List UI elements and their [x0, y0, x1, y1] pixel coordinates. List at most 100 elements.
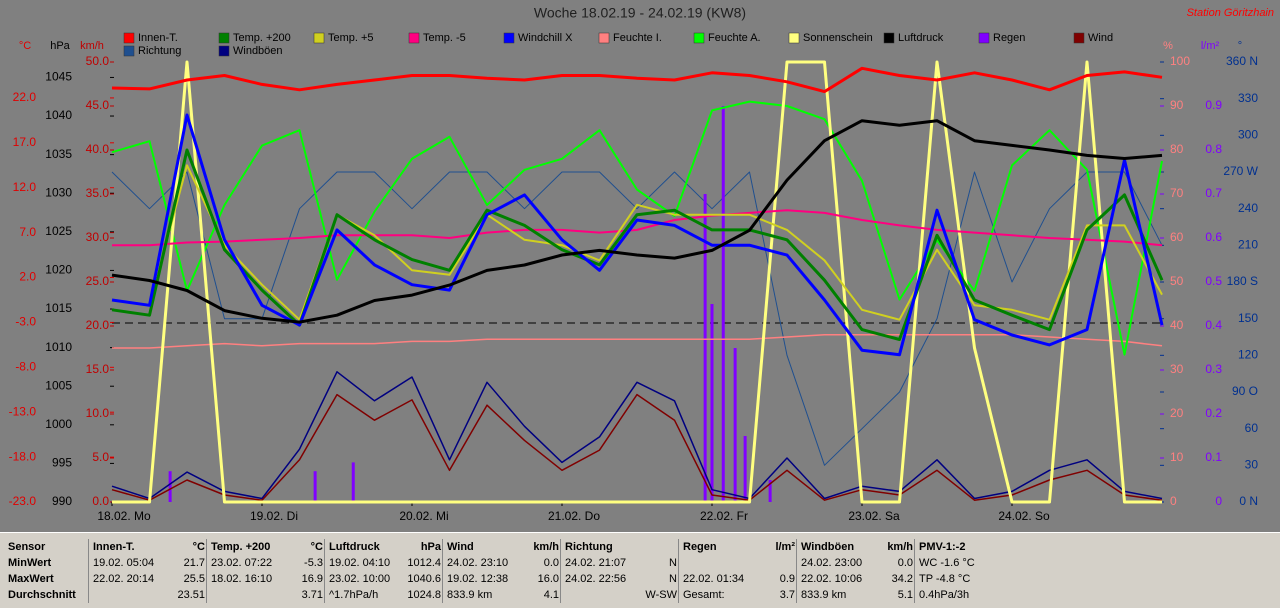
legend-swatch — [123, 32, 135, 44]
y-tick-label: 1000 — [45, 417, 72, 431]
y-tick-label: 120 — [1238, 348, 1258, 362]
stat-time: 22.02. 20:14 — [93, 573, 155, 585]
stats-column: Regen l/m² 22.02. 01:34 0.9 Gesamt: 3.7 — [678, 539, 795, 603]
stats-header: Richtung — [565, 539, 677, 555]
legend-label: Feuchte I. — [613, 32, 662, 44]
row-label: MaxWert — [8, 573, 54, 585]
axis-unit: km/h — [80, 40, 104, 52]
chart: Woche 18.02.19 - 24.02.19 (KW8) Station … — [0, 0, 1280, 532]
y-tick-label: 1020 — [45, 263, 72, 277]
y-tick-label: 240 — [1238, 201, 1258, 215]
y-tick-label: 1025 — [45, 224, 72, 238]
stats-row: TP -4.8 °C — [919, 571, 1031, 587]
legend-label: Sonnenschein — [803, 32, 873, 44]
chart-title: Woche 18.02.19 - 24.02.19 (KW8) — [534, 5, 746, 21]
stat-value: 3.71 — [301, 589, 323, 601]
y-tick-label: 22.0 — [13, 90, 37, 104]
sensor-column: Sensor MinWert MaxWert Durchschnitt — [8, 539, 86, 603]
y-tick-label: 1045 — [45, 70, 72, 84]
y-tick-label: -13.0 — [9, 404, 37, 418]
stat-value: 23.51 — [177, 589, 205, 601]
legend-label: Windchill X — [518, 32, 573, 44]
stats-row: Sensor — [8, 539, 86, 555]
column-name: Luftdruck — [329, 541, 380, 553]
stats-row: Durchschnitt — [8, 587, 86, 603]
stats-header: Windböen km/h — [801, 539, 913, 555]
stats-column: Innen-T. °C 19.02. 05:04 21.7 22.02. 20:14 25… — [88, 539, 205, 603]
stats-row: 0.4hPa/3h — [919, 587, 1031, 603]
stats-row: W-SW — [565, 587, 677, 603]
stats-header: Innen-T. °C — [93, 539, 205, 555]
stat-time: WC -1.6 °C — [919, 557, 975, 569]
y-tick-label: 0.2 — [1205, 406, 1222, 420]
rain-bar — [168, 471, 172, 502]
y-tick-label: 0.6 — [1205, 230, 1222, 244]
stat-value: 4.1 — [543, 589, 559, 601]
legend-label: Windböen — [233, 45, 283, 57]
stat-time: 0.4hPa/3h — [919, 589, 970, 601]
column-name: PMV-1:-2 — [919, 541, 966, 553]
legend-label: Feuchte A. — [708, 32, 761, 44]
stat-value: 1012.4 — [407, 557, 441, 569]
series-line — [111, 393, 1163, 501]
legend-label: Innen-T. — [138, 32, 178, 44]
stat-value: 16.9 — [301, 573, 323, 585]
stats-row: 24.02. 23:10 0.0 — [447, 555, 559, 571]
y-tick-label: 270 W — [1223, 164, 1258, 178]
background — [0, 0, 1280, 532]
series-line — [111, 371, 1163, 500]
series-line — [111, 164, 1163, 321]
y-tick-label: 10.0 — [86, 406, 110, 420]
stat-value: 0.0 — [897, 557, 913, 569]
column-unit: °C — [310, 541, 323, 553]
stat-value: 0.9 — [779, 573, 795, 585]
stats-header: Temp. +200 °C — [211, 539, 323, 555]
y-tick-label: 0.7 — [1205, 186, 1222, 200]
y-tick-label: -3.0 — [15, 315, 36, 329]
stats-header: Wind km/h — [447, 539, 559, 555]
rain-bar — [721, 106, 725, 502]
y-tick-label: 100 — [1170, 54, 1190, 68]
row-label: Sensor — [8, 541, 46, 553]
x-tick-label: 22.02. Fr — [700, 509, 748, 523]
series-line — [112, 334, 1163, 349]
series-line — [111, 119, 1163, 324]
column-unit: °C — [192, 541, 205, 553]
legend-label: Wind — [1088, 32, 1113, 44]
stat-time: 23.02. 10:00 — [329, 573, 391, 585]
y-tick-label: 150 — [1238, 311, 1258, 325]
y-tick-label: 0 — [1215, 494, 1222, 508]
axis-unit: hPa — [50, 40, 70, 52]
stat-value: 3.7 — [779, 589, 795, 601]
y-tick-label: 0.8 — [1205, 142, 1222, 156]
y-tick-label: 30 — [1245, 458, 1259, 472]
y-tick-label: 1035 — [45, 147, 72, 161]
axis-unit: ° — [1238, 40, 1242, 52]
y-tick-label: 20.0 — [86, 318, 110, 332]
y-tick-label: 90 — [1170, 98, 1184, 112]
y-tick-label: 300 — [1238, 128, 1258, 142]
stats-row: WC -1.6 °C — [919, 555, 1031, 571]
y-tick-label: 210 — [1238, 238, 1258, 252]
stats-row: ^1.7hPa/h 1024.8 — [329, 587, 441, 603]
y-tick-label: -23.0 — [9, 494, 37, 508]
stats-row: 24.02. 22:56 N — [565, 571, 677, 587]
y-tick-label: 80 — [1170, 142, 1184, 156]
x-tick-label: 23.02. Sa — [848, 509, 900, 523]
legend-swatch — [313, 32, 325, 44]
y-tick-label: 0.9 — [1205, 98, 1222, 112]
legend-label: Temp. +200 — [233, 32, 291, 44]
y-tick-label: 0.4 — [1205, 318, 1222, 332]
stats-row: 22.02. 01:34 0.9 — [683, 571, 795, 587]
stats-row: 833.9 km 5.1 — [801, 587, 913, 603]
y-tick-label: 0.3 — [1205, 362, 1222, 376]
axis-unit: % — [1163, 40, 1173, 52]
stat-time: 833.9 km — [447, 589, 493, 601]
series-line — [111, 171, 1163, 466]
stat-time: 24.02. 22:56 — [565, 573, 627, 585]
column-unit: km/h — [533, 541, 559, 553]
stats-row: 23.02. 10:00 1040.6 — [329, 571, 441, 587]
stat-time: 22.02. 10:06 — [801, 573, 863, 585]
y-tick-label: 180 S — [1227, 274, 1258, 288]
stats-row: 3.71 — [211, 587, 323, 603]
